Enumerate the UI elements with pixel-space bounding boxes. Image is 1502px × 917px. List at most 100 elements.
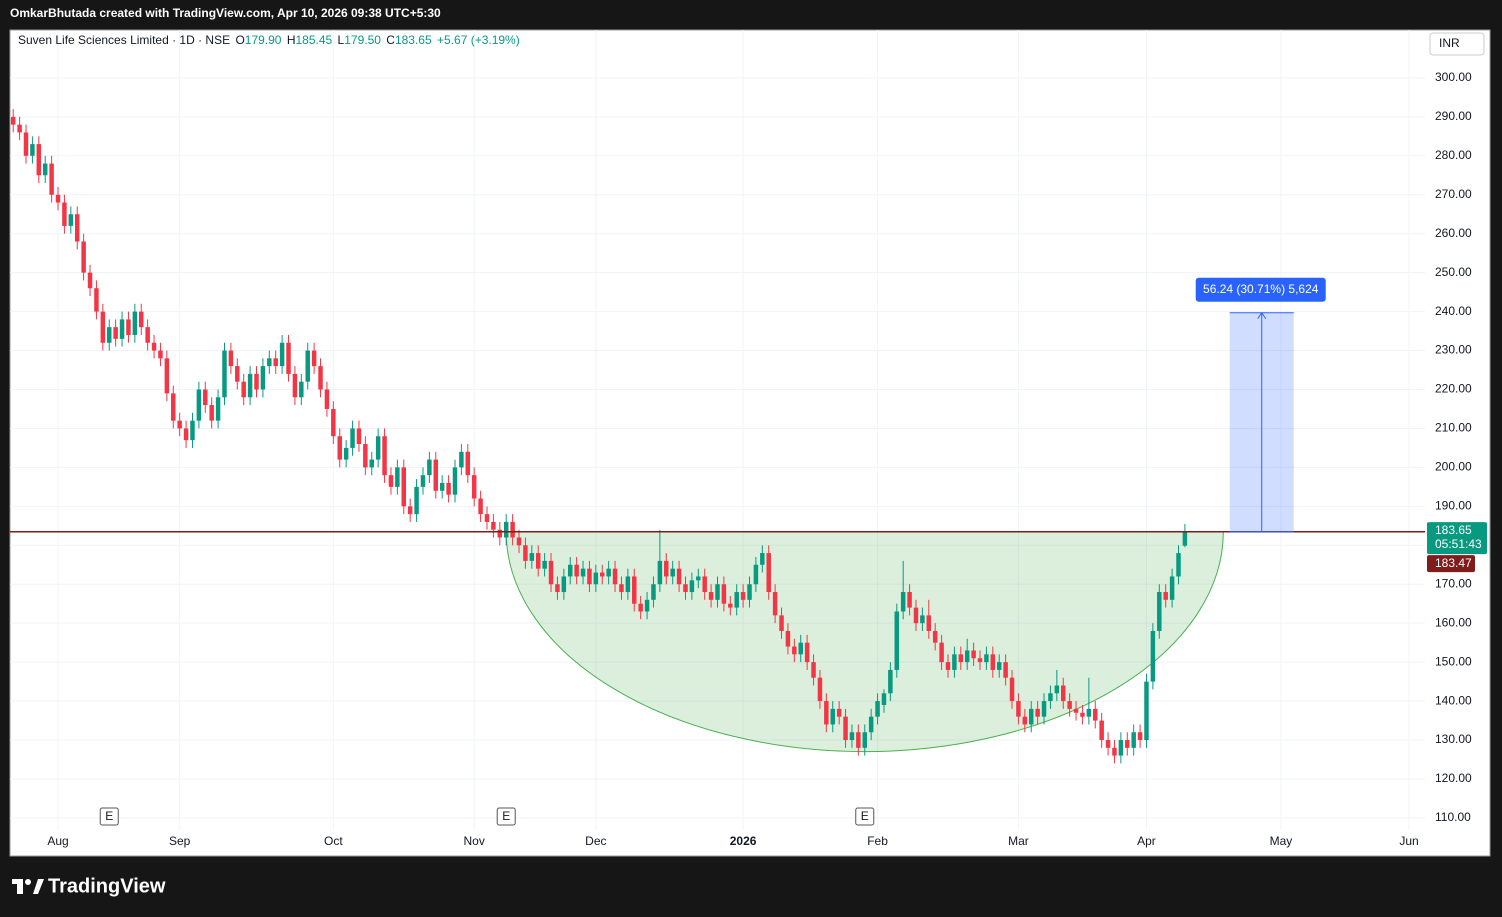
candle-body	[779, 615, 784, 631]
y-tick-label: 240.00	[1435, 304, 1472, 318]
candle-body	[299, 381, 304, 398]
candle-body	[580, 568, 586, 577]
x-tick-label: 2026	[730, 834, 757, 848]
x-tick-label: Dec	[585, 834, 606, 848]
change: +5.67 (+3.19%)	[437, 33, 520, 47]
candle-body	[1131, 732, 1136, 748]
candle-body	[1125, 740, 1130, 748]
candle-body	[222, 350, 227, 398]
grid: 110.00 120.00 130.00 140.00 150.00 160.00 170.…	[10, 30, 1472, 848]
candle-body	[817, 677, 823, 702]
high-label: H	[287, 33, 296, 47]
candle-body	[10, 116, 16, 125]
candle-body	[388, 475, 394, 487]
close-label: C	[386, 33, 395, 47]
x-tick-label: Sep	[169, 834, 191, 848]
candle-body	[459, 451, 464, 468]
candle-body	[683, 584, 688, 593]
candle-body	[772, 592, 778, 616]
candle-body	[260, 366, 266, 390]
candle-body	[1176, 553, 1181, 577]
x-tick-label: Jun	[1399, 834, 1418, 848]
candle-body	[215, 397, 221, 421]
candle-body	[113, 327, 118, 339]
candle-body	[30, 144, 35, 156]
candle-body	[407, 506, 413, 515]
low-label: L	[338, 33, 345, 47]
candle-body	[894, 611, 900, 670]
candle-body	[555, 584, 560, 593]
candle-body	[1118, 740, 1124, 756]
candle-body	[235, 366, 240, 382]
candle-body	[888, 669, 893, 694]
x-tick-label: Feb	[867, 834, 888, 848]
candle-body	[497, 529, 503, 538]
candle-body	[17, 124, 22, 133]
y-tick-label: 130.00	[1435, 732, 1472, 746]
candle-body	[446, 482, 451, 495]
open-value: 179.90	[245, 33, 282, 47]
candle-body	[913, 607, 919, 624]
candle-body	[203, 389, 208, 406]
open-label: O	[235, 33, 244, 47]
high-value: 185.45	[296, 33, 333, 47]
candle-body	[996, 662, 1002, 670]
candle-body	[708, 592, 714, 600]
x-tick-label: Oct	[324, 834, 343, 848]
candle-body	[792, 646, 797, 655]
candle-body	[1067, 701, 1072, 709]
candle-body	[279, 342, 285, 367]
y-tick-label: 200.00	[1435, 460, 1472, 474]
candle-body	[932, 630, 938, 643]
y-tick-label: 280.00	[1435, 148, 1472, 162]
legend-header: Suven Life Sciences Limited · 1D · NSE O…	[18, 33, 520, 47]
candle-body	[94, 288, 99, 312]
candle-body	[74, 214, 80, 242]
candle-body	[324, 389, 330, 409]
candle-body	[1035, 708, 1040, 717]
candle-body	[375, 436, 381, 460]
countdown: 05:51:43	[1435, 537, 1482, 551]
candle-body	[811, 662, 816, 678]
candle-body	[36, 144, 42, 176]
y-tick-label: 260.00	[1435, 226, 1472, 240]
y-tick-label: 140.00	[1435, 693, 1472, 707]
candle-body	[151, 342, 157, 351]
candle-body	[1028, 708, 1034, 725]
candle-body	[439, 482, 445, 491]
measure-arrowhead	[1257, 311, 1267, 320]
candle-body	[23, 132, 29, 156]
candle-body	[1182, 531, 1188, 546]
candle-body	[644, 599, 650, 612]
event-label: E	[861, 809, 869, 823]
level-label: 183.47	[1435, 556, 1472, 570]
y-tick-label: 160.00	[1435, 615, 1472, 629]
candle-body	[535, 553, 541, 569]
candle-body	[100, 311, 106, 343]
level-tag	[1427, 555, 1475, 573]
y-tick-label: 110.00	[1435, 810, 1471, 824]
candle-body	[350, 428, 355, 448]
candle-body	[1054, 685, 1060, 694]
candle-body	[1003, 662, 1008, 678]
candle-body	[702, 576, 707, 593]
candle-body	[606, 568, 611, 577]
candle-body	[190, 420, 195, 441]
symbol: Suven Life Sciences Limited · 1D · NSE	[18, 33, 230, 47]
candle-body	[600, 572, 605, 577]
currency-box	[1429, 32, 1485, 56]
candle-body	[1086, 708, 1092, 717]
candle-body	[529, 553, 535, 561]
measure-label: 56.24 (30.71%) 5,624	[1203, 282, 1319, 296]
candle-body	[548, 560, 554, 585]
candle-body	[849, 732, 855, 741]
candle-body	[107, 327, 112, 343]
candle-body	[766, 553, 771, 593]
candle-body	[1016, 701, 1021, 717]
x-tick-label: Aug	[47, 834, 68, 848]
candle-body	[228, 350, 234, 367]
candle-body	[1061, 685, 1066, 702]
candle-body	[465, 451, 471, 476]
candle-body	[612, 568, 618, 585]
